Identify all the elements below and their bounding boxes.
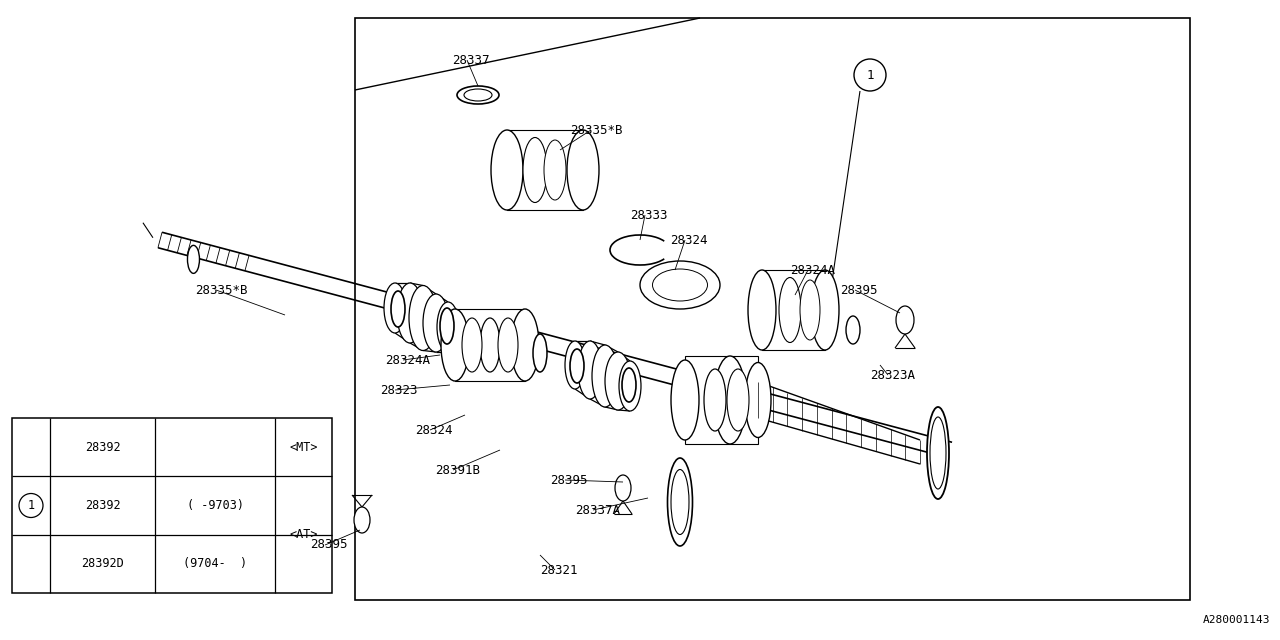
Ellipse shape bbox=[714, 356, 746, 444]
Ellipse shape bbox=[532, 334, 547, 372]
Ellipse shape bbox=[355, 507, 370, 533]
Text: 28323A: 28323A bbox=[870, 369, 915, 381]
Ellipse shape bbox=[846, 316, 860, 344]
Ellipse shape bbox=[591, 345, 618, 407]
Polygon shape bbox=[355, 18, 1190, 600]
Ellipse shape bbox=[671, 360, 699, 440]
Ellipse shape bbox=[187, 245, 200, 273]
Ellipse shape bbox=[440, 308, 454, 344]
Ellipse shape bbox=[442, 309, 468, 381]
Text: 28392: 28392 bbox=[84, 499, 120, 512]
Polygon shape bbox=[685, 356, 758, 444]
Text: 28324A: 28324A bbox=[385, 353, 430, 367]
Ellipse shape bbox=[457, 86, 499, 104]
Ellipse shape bbox=[465, 89, 492, 101]
Text: 28392: 28392 bbox=[84, 441, 120, 454]
Ellipse shape bbox=[570, 349, 584, 383]
Text: 28324A: 28324A bbox=[790, 264, 835, 276]
Polygon shape bbox=[454, 309, 525, 381]
Ellipse shape bbox=[498, 318, 518, 372]
Ellipse shape bbox=[384, 283, 406, 333]
Ellipse shape bbox=[605, 352, 631, 410]
Text: 28335*B: 28335*B bbox=[195, 284, 247, 296]
Ellipse shape bbox=[390, 291, 404, 327]
Text: A280001143: A280001143 bbox=[1202, 615, 1270, 625]
Ellipse shape bbox=[622, 368, 636, 402]
Text: 28335*B: 28335*B bbox=[570, 124, 622, 136]
Text: 28337A: 28337A bbox=[575, 504, 620, 516]
Text: 28337: 28337 bbox=[452, 54, 489, 67]
Text: 28321: 28321 bbox=[540, 563, 577, 577]
Text: 28324: 28324 bbox=[669, 234, 708, 246]
Ellipse shape bbox=[410, 285, 436, 351]
Text: 28324: 28324 bbox=[415, 424, 453, 436]
Text: <MT>: <MT> bbox=[289, 441, 317, 454]
Text: 28395: 28395 bbox=[550, 474, 588, 486]
Polygon shape bbox=[762, 270, 826, 350]
Text: ( -9703): ( -9703) bbox=[187, 499, 243, 512]
Ellipse shape bbox=[671, 470, 689, 534]
Ellipse shape bbox=[927, 407, 948, 499]
Ellipse shape bbox=[800, 280, 820, 340]
Ellipse shape bbox=[492, 130, 524, 210]
Ellipse shape bbox=[620, 361, 641, 411]
Ellipse shape bbox=[436, 302, 460, 352]
Ellipse shape bbox=[544, 140, 566, 200]
Polygon shape bbox=[12, 418, 332, 593]
Text: <AT>: <AT> bbox=[289, 528, 317, 541]
Ellipse shape bbox=[579, 341, 602, 399]
Ellipse shape bbox=[896, 306, 914, 334]
Text: 1: 1 bbox=[27, 499, 35, 512]
Ellipse shape bbox=[462, 318, 483, 372]
Ellipse shape bbox=[564, 341, 585, 389]
Text: (9704-  ): (9704- ) bbox=[183, 557, 247, 570]
Ellipse shape bbox=[780, 278, 801, 342]
Ellipse shape bbox=[727, 369, 749, 431]
Ellipse shape bbox=[397, 283, 422, 343]
Ellipse shape bbox=[422, 294, 449, 352]
Ellipse shape bbox=[704, 369, 726, 431]
Ellipse shape bbox=[480, 318, 500, 372]
Ellipse shape bbox=[653, 269, 708, 301]
Ellipse shape bbox=[667, 458, 692, 546]
Ellipse shape bbox=[524, 138, 547, 202]
Ellipse shape bbox=[931, 417, 946, 489]
Text: 28392D: 28392D bbox=[81, 557, 124, 570]
Ellipse shape bbox=[511, 309, 539, 381]
Polygon shape bbox=[507, 130, 582, 210]
Text: 28395: 28395 bbox=[840, 284, 878, 296]
Text: 28323: 28323 bbox=[380, 383, 417, 397]
Ellipse shape bbox=[745, 362, 771, 438]
Text: 28395: 28395 bbox=[310, 538, 347, 552]
Ellipse shape bbox=[614, 475, 631, 501]
Text: 1: 1 bbox=[867, 68, 874, 81]
Ellipse shape bbox=[567, 130, 599, 210]
Ellipse shape bbox=[640, 261, 721, 309]
Text: 28391B: 28391B bbox=[435, 463, 480, 477]
Text: 28333: 28333 bbox=[630, 209, 667, 221]
Ellipse shape bbox=[748, 270, 776, 350]
Ellipse shape bbox=[812, 270, 838, 350]
